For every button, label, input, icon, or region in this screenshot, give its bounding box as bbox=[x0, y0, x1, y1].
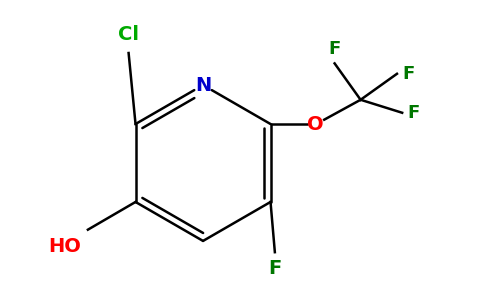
Text: F: F bbox=[402, 65, 414, 83]
Text: F: F bbox=[329, 40, 341, 58]
Text: F: F bbox=[268, 259, 282, 278]
Text: HO: HO bbox=[48, 237, 81, 256]
Text: O: O bbox=[307, 115, 324, 134]
Text: Cl: Cl bbox=[118, 25, 139, 44]
Text: N: N bbox=[195, 76, 211, 94]
Text: F: F bbox=[408, 104, 420, 122]
